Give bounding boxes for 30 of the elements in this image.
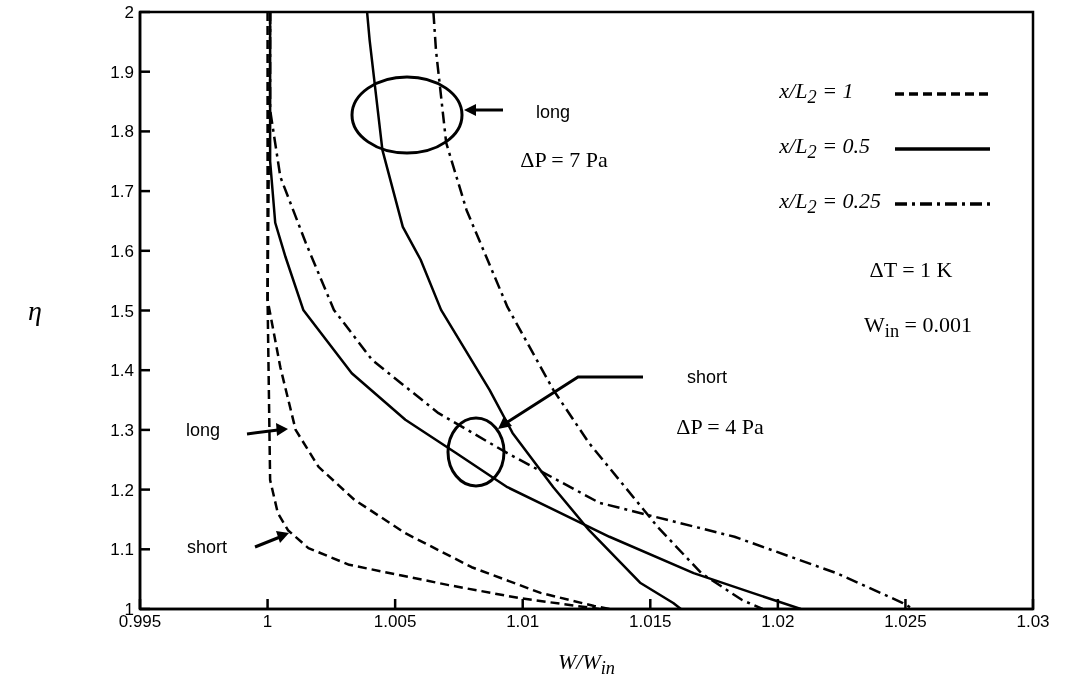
y-axis-title: η <box>28 294 42 327</box>
annotation: W$_{in}$ = 0.001 <box>864 311 972 343</box>
annotation: ΔT = 1 K <box>869 257 953 283</box>
y-tick-label: 1.2 <box>110 480 134 500</box>
x-tick-label: 1.03 <box>1016 612 1050 632</box>
annotation: long <box>535 101 571 123</box>
x-tick-label: 1.015 <box>629 612 672 632</box>
annotation: ΔP = 7 Pa <box>520 147 608 173</box>
y-tick-label: 1.4 <box>110 361 134 381</box>
annotation: short <box>186 536 228 558</box>
x-tick-label: 1.025 <box>884 612 927 632</box>
y-tick-label: 1.9 <box>110 62 134 82</box>
y-tick-label: 1.6 <box>110 241 134 261</box>
x-tick-label: 1.01 <box>506 612 540 632</box>
y-tick-label: 1.5 <box>110 301 134 321</box>
legend-label: x/L$_{2}$ = 0.25 <box>779 188 881 219</box>
y-tick-label: 1.8 <box>110 122 134 142</box>
x-tick-label: 1.005 <box>373 612 417 632</box>
y-tick-label: 1.7 <box>110 182 134 202</box>
x-tick-label: 1 <box>262 612 273 632</box>
annotation: short <box>686 366 728 388</box>
annotation: ΔP = 4 Pa <box>676 414 764 440</box>
annotation: long <box>185 419 221 441</box>
legend-label: x/L$_{2}$ = 1 <box>779 78 854 109</box>
x-axis-title: W/W$_{in}$ <box>557 649 616 680</box>
legend-label: x/L$_{2}$ = 0.5 <box>779 133 870 164</box>
y-tick-label: 2 <box>124 3 134 23</box>
x-tick-label: 1.02 <box>761 612 795 632</box>
y-tick-label: 1.1 <box>110 540 134 560</box>
y-tick-label: 1.3 <box>110 420 134 440</box>
